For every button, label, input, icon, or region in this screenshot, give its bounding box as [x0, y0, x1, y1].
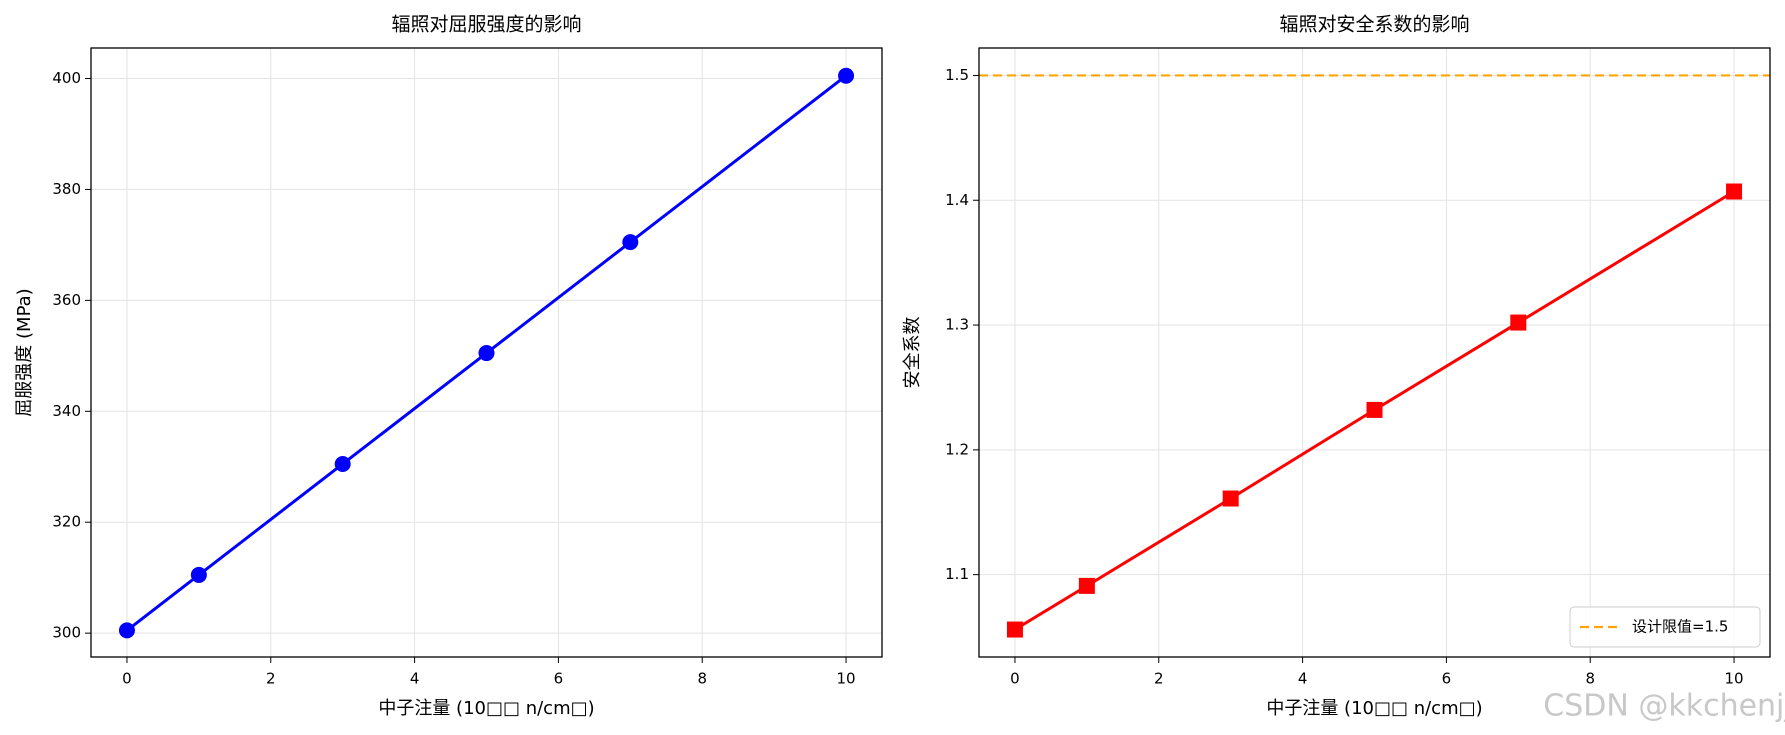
chart-title: 辐照对屈服强度的影响: [391, 14, 581, 36]
series-line: [126, 74, 847, 632]
x-tick-label: 4: [410, 670, 420, 688]
y-tick-label: 320: [52, 513, 81, 531]
marker: [838, 67, 855, 84]
y-tick-label: 360: [52, 291, 81, 309]
series-line: [1014, 190, 1735, 631]
y-tick-label: 1.2: [945, 440, 969, 458]
plot-frame: [90, 47, 883, 658]
x-tick-label: 6: [554, 670, 564, 688]
x-axis-label: 中子注量 (10□□ n/cm□): [1266, 698, 1482, 719]
marker: [622, 234, 639, 251]
marker: [1006, 621, 1023, 638]
chart-title: 辐照对安全系数的影响: [1279, 14, 1469, 36]
marker: [1078, 577, 1095, 594]
x-tick-label: 8: [697, 670, 707, 688]
marker: [1366, 401, 1383, 418]
x-tick-label: 8: [1585, 670, 1595, 688]
y-tick-label: 400: [52, 69, 81, 87]
x-tick-label: 2: [266, 670, 276, 688]
marker: [190, 566, 207, 583]
y-tick-label: 1.4: [945, 191, 969, 209]
x-axis-label: 中子注量 (10□□ n/cm□): [378, 698, 594, 719]
watermark: CSDN @kkchenjj: [1543, 689, 1785, 724]
legend-box: [1569, 606, 1761, 648]
x-tick-label: 10: [1724, 670, 1743, 688]
y-tick-label: 380: [52, 180, 81, 198]
y-tick-label: 300: [52, 624, 81, 642]
plot-frame: [978, 47, 1771, 658]
y-tick-label: 1.5: [945, 66, 969, 84]
marker: [1510, 314, 1527, 331]
x-tick-label: 6: [1442, 670, 1452, 688]
x-tick-label: 10: [836, 670, 855, 688]
marker: [478, 345, 495, 362]
y-tick-label: 1.1: [945, 565, 969, 583]
x-tick-label: 4: [1298, 670, 1308, 688]
legend-label: 设计限值=1.5: [1632, 618, 1728, 636]
y-axis-label: 屈服强度 (MPa): [14, 288, 35, 416]
y-tick-label: 1.3: [945, 316, 969, 334]
x-tick-label: 2: [1154, 670, 1164, 688]
y-tick-label: 340: [52, 402, 81, 420]
marker: [1726, 183, 1743, 200]
marker: [1222, 490, 1239, 507]
marker: [118, 622, 135, 639]
y-axis-label: 安全系数: [902, 317, 923, 389]
x-tick-label: 0: [122, 670, 132, 688]
marker: [334, 455, 351, 472]
x-tick-label: 0: [1010, 670, 1020, 688]
